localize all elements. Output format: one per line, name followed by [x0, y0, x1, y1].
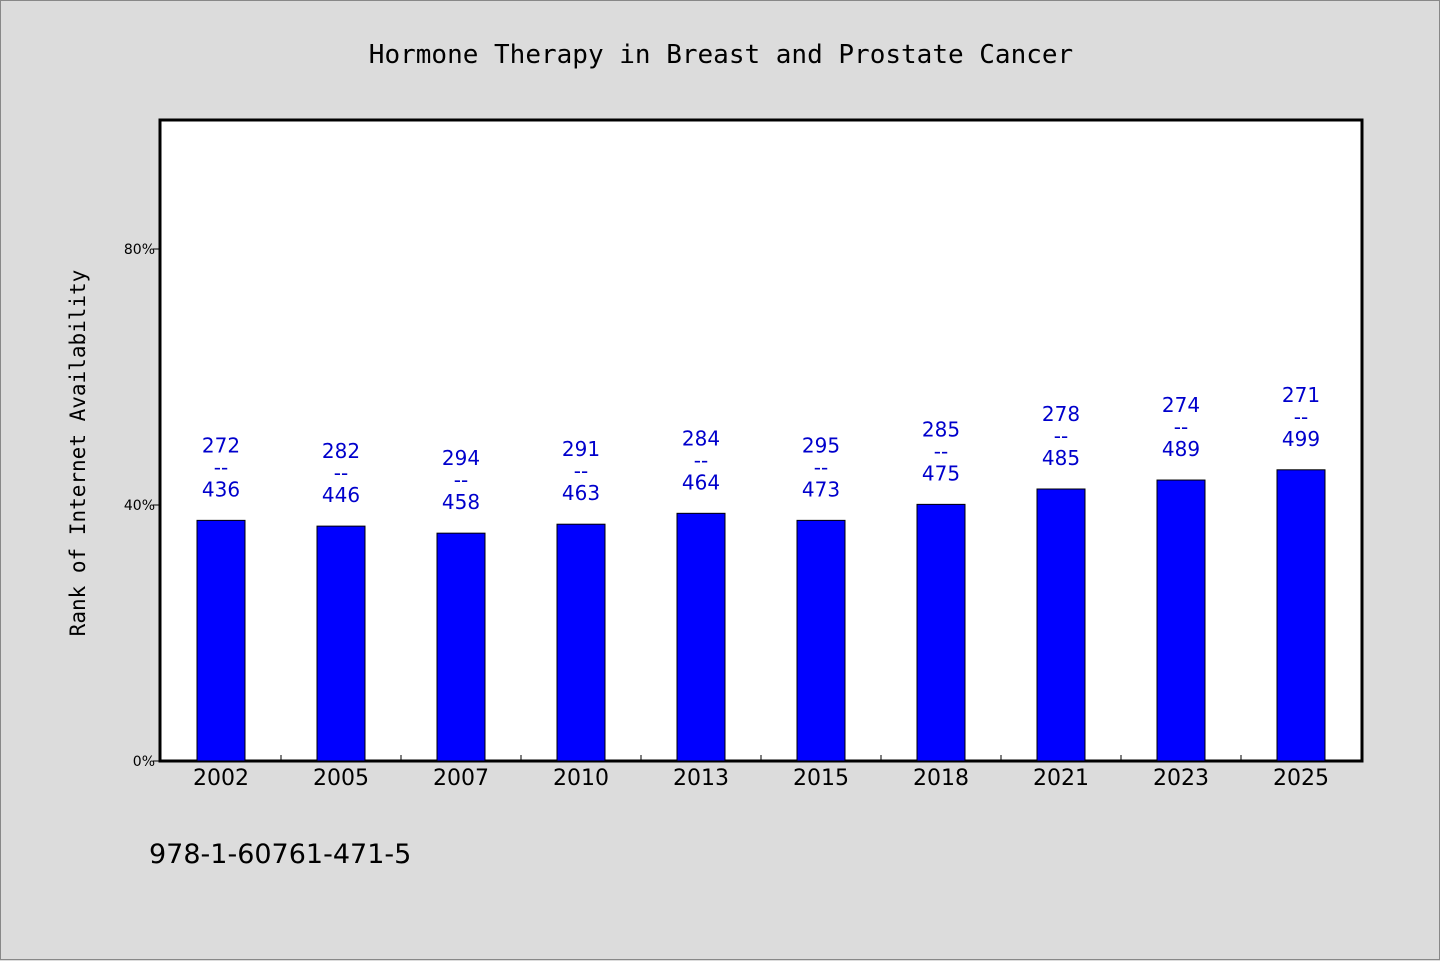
bar-label-separator: --	[694, 448, 708, 472]
bar	[676, 512, 726, 762]
bar-value-labels: 272--436282--446294--458291--463284--464…	[202, 383, 1320, 514]
bar	[796, 519, 846, 762]
bar-label-bottom: 463	[562, 481, 600, 505]
chart-title: Hormone Therapy in Breast and Prostate C…	[369, 40, 1073, 70]
bar-label-separator: --	[934, 439, 948, 463]
x-axis-ticks: 2002 2005 2007 2010 2013 2015 2018 2021 2023 2025	[193, 755, 1329, 791]
x-tick-label: 2015	[793, 766, 849, 791]
bar-label-top: 295	[802, 433, 840, 457]
bar-label-top: 282	[322, 439, 360, 463]
bar-label-separator: --	[334, 461, 348, 485]
bar	[316, 525, 366, 762]
bar-label-bottom: 499	[1282, 427, 1320, 451]
bar	[1036, 488, 1086, 762]
bar-label-bottom: 475	[922, 461, 960, 485]
x-tick-label: 2010	[553, 766, 609, 791]
y-axis-label: Rank of Internet Availability	[66, 270, 90, 637]
bar-label-separator: --	[574, 459, 588, 483]
bar-label-top: 274	[1162, 393, 1200, 417]
bar-label-top: 278	[1042, 402, 1080, 426]
bar-label-separator: --	[814, 455, 828, 479]
bar-label-separator: --	[1174, 415, 1188, 439]
bar-label-separator: --	[454, 468, 468, 492]
bar-series	[196, 469, 1326, 762]
bar-label-top: 284	[682, 426, 720, 450]
bar-label-bottom: 489	[1162, 437, 1200, 461]
bar	[916, 503, 966, 762]
bar-label-bottom: 446	[322, 483, 360, 507]
bar-label-bottom: 458	[442, 490, 480, 514]
bar-label-top: 272	[202, 433, 240, 457]
bar	[556, 523, 606, 762]
bar-label-top: 291	[562, 437, 600, 461]
bar-label-top: 271	[1282, 383, 1320, 407]
x-tick-label: 2007	[433, 766, 489, 791]
bar-label-bottom: 485	[1042, 446, 1080, 470]
x-tick-label: 2002	[193, 766, 249, 791]
x-tick-label: 2018	[913, 766, 969, 791]
y-tick-label: 80%	[124, 242, 155, 258]
bar	[196, 519, 246, 762]
bar-label-separator: --	[214, 455, 228, 479]
bar	[1276, 469, 1326, 762]
bar-label-bottom: 464	[682, 470, 720, 494]
y-axis-ticks: 0% 40% 80%	[124, 242, 161, 770]
bar	[1156, 479, 1206, 762]
bar-label-top: 294	[442, 446, 480, 470]
bar-label-top: 285	[922, 417, 960, 441]
y-tick-label: 40%	[124, 498, 155, 514]
y-tick-label: 0%	[133, 754, 155, 770]
bar-label-bottom: 436	[202, 477, 240, 501]
x-tick-label: 2021	[1033, 766, 1089, 791]
x-tick-label: 2025	[1273, 766, 1329, 791]
bar-label-bottom: 473	[802, 477, 840, 501]
bar-label-separator: --	[1054, 424, 1068, 448]
bar-label-separator: --	[1294, 405, 1308, 429]
isbn-footer: 978-1-60761-471-5	[149, 839, 411, 870]
x-tick-label: 2013	[673, 766, 729, 791]
bar	[436, 532, 486, 762]
x-tick-label: 2005	[313, 766, 369, 791]
x-tick-label: 2023	[1153, 766, 1209, 791]
